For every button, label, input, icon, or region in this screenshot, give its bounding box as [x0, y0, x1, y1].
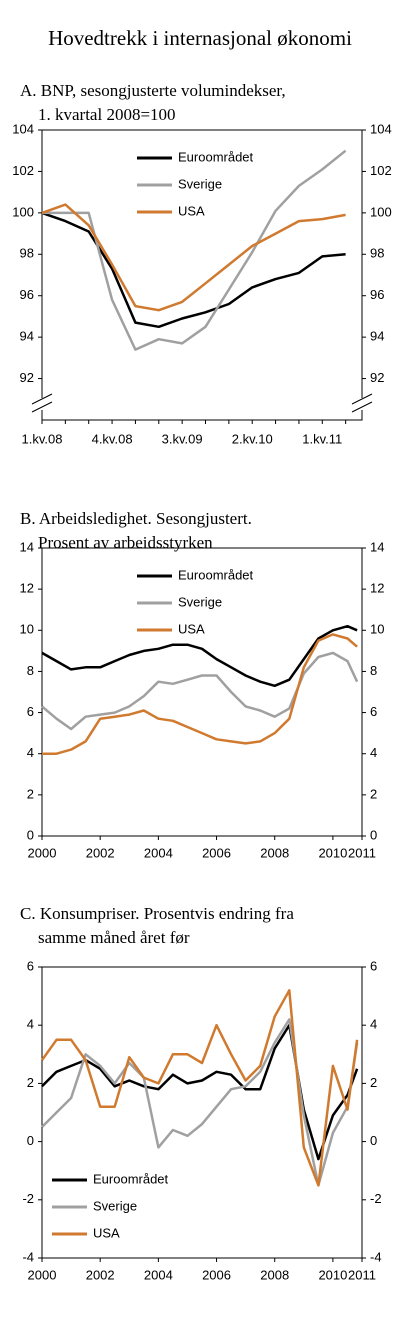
plot-frame	[41, 966, 363, 1259]
y-tick-label: 4	[27, 1017, 34, 1032]
x-tick-label: 2.kv.10	[232, 431, 273, 446]
x-tick-label: 2000	[28, 845, 57, 860]
y-tick-label: 14	[20, 539, 34, 554]
chart-title: Prosent av arbeidsstyrken	[38, 533, 213, 552]
plot-frame	[41, 129, 363, 421]
y-tick-label: 102	[12, 163, 34, 178]
y2-tick-label: 12	[370, 581, 384, 596]
break-mark	[31, 393, 53, 405]
y-tick-label: 0	[27, 1133, 34, 1148]
y2-tick-label: 96	[370, 287, 384, 302]
legend-label: USA	[178, 621, 205, 636]
x-tick-label: 2004	[144, 1267, 173, 1282]
break-mark	[31, 401, 53, 413]
legend-label: USA	[93, 1225, 120, 1240]
y2-tick-label: 2	[370, 1075, 377, 1090]
series-line	[41, 1023, 359, 1161]
y2-tick-label: 8	[370, 663, 377, 678]
legend-label: Sverige	[93, 1198, 137, 1213]
y-tick-label: 6	[27, 704, 34, 719]
y-tick-label: 4	[27, 745, 34, 760]
chart-title: B. Arbeidsledighet. Sesongjustert.	[20, 509, 252, 528]
y2-tick-label: 4	[370, 745, 377, 760]
legend-label: Euroområdet	[178, 149, 254, 164]
chart-title: A. BNP, sesongjusterte volumindekser,	[20, 81, 286, 100]
series-line	[40, 989, 359, 1187]
legend-label: USA	[178, 203, 205, 218]
y-tick-label: -2	[22, 1191, 34, 1206]
y2-tick-label: -2	[370, 1191, 382, 1206]
x-tick-label: 2011	[348, 845, 376, 860]
y-tick-label: 2	[27, 1075, 34, 1090]
x-tick-label: 2002	[86, 845, 115, 860]
y-tick-label: 92	[20, 370, 34, 385]
x-tick-label: 2011	[348, 1267, 376, 1282]
y2-tick-label: 0	[370, 1133, 377, 1148]
x-tick-label: 2002	[86, 1267, 115, 1282]
legend-label: Euroområdet	[178, 567, 254, 582]
break-mark	[351, 401, 373, 413]
series-line	[41, 203, 346, 312]
y2-tick-label: 10	[370, 622, 384, 637]
y2-tick-label: 6	[370, 958, 377, 973]
x-tick-label: 2006	[202, 1267, 231, 1282]
legend-label: Sverige	[178, 594, 222, 609]
plot-frame	[41, 547, 363, 837]
y-tick-label: 94	[20, 329, 34, 344]
x-tick-label: 2004	[144, 845, 173, 860]
y2-tick-label: 102	[370, 163, 392, 178]
y-tick-label: 98	[20, 246, 34, 261]
y2-tick-label: -4	[370, 1249, 382, 1264]
x-tick-label: 2000	[28, 1267, 57, 1282]
legend-label: Sverige	[178, 176, 222, 191]
legend-label: Euroområdet	[93, 1171, 169, 1186]
figure-title: Hovedtrekk i internasjonal økonomi	[48, 26, 352, 50]
y-tick-label: 12	[20, 581, 34, 596]
x-tick-label: 1.kv.08	[22, 431, 63, 446]
series-line	[41, 624, 358, 688]
y-tick-label: 10	[20, 622, 34, 637]
y2-tick-label: 104	[370, 121, 392, 136]
x-tick-label: 2006	[202, 845, 231, 860]
y2-tick-label: 94	[370, 329, 384, 344]
x-tick-label: 2010	[318, 845, 347, 860]
y-tick-label: -4	[22, 1249, 34, 1264]
series-line	[41, 211, 346, 329]
y-tick-label: 104	[12, 121, 34, 136]
y-tick-label: 100	[12, 204, 34, 219]
series-line	[41, 1018, 359, 1187]
series-line	[41, 651, 359, 731]
y2-tick-label: 6	[370, 704, 377, 719]
y2-tick-label: 92	[370, 370, 384, 385]
y2-tick-label: 100	[370, 204, 392, 219]
y2-tick-label: 98	[370, 246, 384, 261]
y-tick-label: 6	[27, 958, 34, 973]
series-line	[42, 633, 358, 755]
x-tick-label: 4.kv.08	[92, 431, 133, 446]
y2-tick-label: 2	[370, 786, 377, 801]
break-gap	[38, 398, 46, 410]
x-tick-label: 1.kv.11	[302, 431, 342, 446]
y-tick-label: 0	[27, 827, 34, 842]
x-tick-label: 2008	[260, 1267, 289, 1282]
y-tick-label: 2	[27, 786, 34, 801]
chart-title: C. Konsumpriser. Prosentvis endring fra	[20, 904, 294, 923]
y2-tick-label: 0	[370, 827, 377, 842]
series-line	[42, 149, 347, 351]
chart-title: 1. kvartal 2008=100	[38, 105, 176, 124]
break-mark	[351, 393, 373, 405]
y-tick-label: 96	[20, 287, 34, 302]
y2-tick-label: 14	[370, 539, 384, 554]
y-tick-label: 8	[27, 663, 34, 678]
chart-title: samme måned året før	[38, 928, 190, 947]
x-tick-label: 2010	[318, 1267, 347, 1282]
y2-tick-label: 4	[370, 1017, 377, 1032]
break-gap	[358, 398, 366, 410]
x-tick-label: 3.kv.09	[162, 431, 203, 446]
x-tick-label: 2008	[260, 845, 289, 860]
